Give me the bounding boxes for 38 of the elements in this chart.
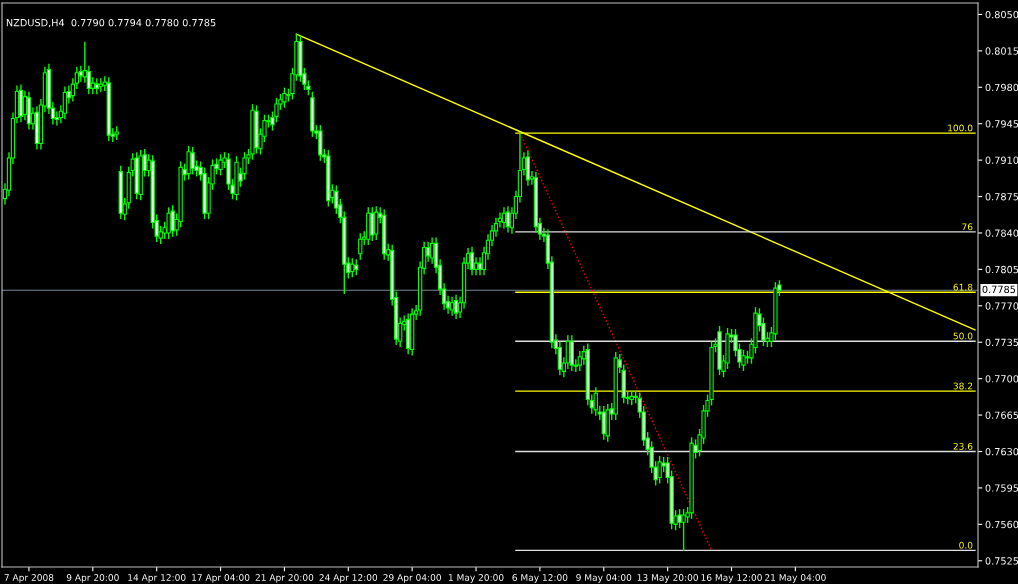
text: NZDUSD,H4 0.7790 0.7794 0.7780 0.7785 [6,18,216,28]
series-label: 61.8 [953,283,973,291]
x-tick-label: 6 May 12:00 [512,574,568,583]
y-tick-label: 0.7630 [985,447,1018,456]
y-tick-label: 0.7805 [985,265,1018,274]
x-tick-label: 7 Apr 2008 [4,574,54,583]
ref-line-label: 0.7785 [982,285,1016,294]
y-tick-label: 0.8050 [985,10,1018,19]
y-tick-label: 0.7560 [985,520,1018,529]
x-tick-label: 24 Apr 12:00 [319,574,378,583]
y-tick-label: 0.8015 [985,47,1018,55]
y-tick-label: 0.7910 [985,156,1018,164]
series-label: 23.6 [953,442,973,450]
series-label: 38.2 [953,382,973,390]
x-tick-label: 1 May 20:00 [448,574,504,583]
x-tick-label: 17 Apr 04:00 [192,574,250,583]
series-label: 76 [962,223,973,231]
y-tick-label: 0.7980 [985,83,1018,92]
x-tick-label: 21 May 04:00 [765,574,826,583]
x-tick-label: 29 Apr 04:00 [383,574,441,583]
y-tick-label: 0.7595 [985,484,1018,492]
x-tick-label: 9 Apr 20:00 [66,574,119,583]
x-tick-label: 9 May 04:00 [576,574,632,583]
y-tick-label: 0.7770 [985,302,1018,310]
x-tick-label: 14 Apr 12:00 [128,574,186,583]
y-tick-label: 0.7840 [985,229,1018,237]
series-label: 0.0 [959,541,973,549]
x-tick-label: 13 May 20:00 [637,574,698,583]
y-tick-label: 0.7700 [985,375,1018,383]
x-tick-label: 21 Apr 20:00 [255,574,314,583]
y-tick-label: 0.7945 [985,120,1018,128]
y-tick-label: 0.7735 [985,338,1018,347]
y-tick-label: 0.7875 [985,193,1018,201]
y-tick-label: 0.7665 [985,411,1018,419]
series-label: 50.0 [953,332,973,340]
y-tick-label: 0.7525 [985,557,1018,565]
series-label: 100.0 [948,124,973,132]
x-tick-label: 16 May 12:00 [701,574,762,583]
